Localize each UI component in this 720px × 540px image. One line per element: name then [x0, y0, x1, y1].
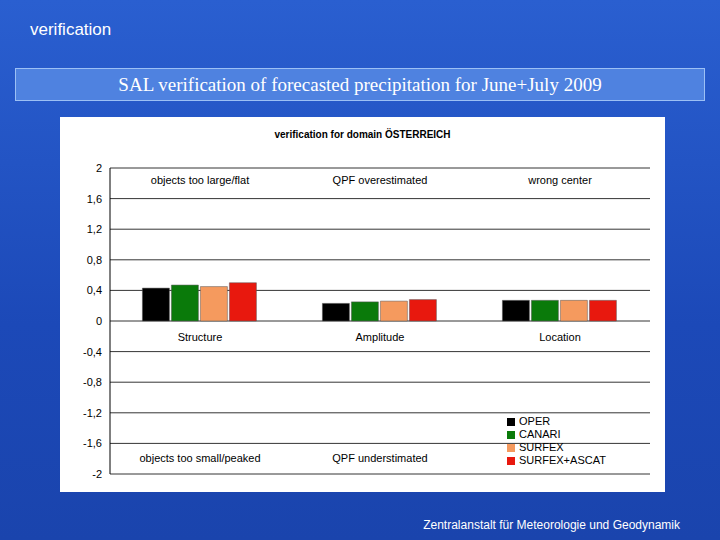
- svg-text:-1,6: -1,6: [83, 437, 102, 449]
- svg-text:1,2: 1,2: [87, 223, 102, 235]
- svg-text:-0,4: -0,4: [83, 346, 102, 358]
- svg-text:0,4: 0,4: [87, 284, 102, 296]
- html-text:wrong center: wrong center: [528, 174, 592, 186]
- html-text:Zentralanstalt für Meteorologi: Zentralanstalt für Meteorologie und Geod…: [423, 518, 680, 532]
- svg-text:Amplitude: Amplitude: [356, 331, 405, 343]
- html-text:QPF overestimated: QPF overestimated: [332, 174, 428, 186]
- html-text:objects too large/flat: objects too large/flat: [150, 174, 250, 186]
- html-text:SURFEX+ASCAT: SURFEX+ASCAT: [519, 454, 606, 466]
- html-text:CANARI: CANARI: [519, 428, 561, 440]
- html-text:OPER: OPER: [519, 415, 551, 427]
- svg-text:-2: -2: [92, 468, 102, 480]
- svg-text:0,8: 0,8: [87, 254, 102, 266]
- html-text:SURFEX: SURFEX: [519, 441, 564, 453]
- svg-text:Location: Location: [539, 331, 581, 343]
- html-text:verification for domain ÖSTERR: verification for domain ÖSTERREICH: [274, 129, 451, 140]
- html-text:objects too small/peaked: objects too small/peaked: [139, 452, 261, 464]
- svg-text:0: 0: [96, 315, 102, 327]
- html-text:QPF understimated: QPF understimated: [332, 452, 428, 464]
- svg-text:-1,2: -1,2: [83, 407, 102, 419]
- svg-text:Structure: Structure: [178, 331, 223, 343]
- svg-text:1,6: 1,6: [87, 193, 102, 205]
- html-text:verification: verification: [30, 20, 112, 39]
- svg-text:-0,8: -0,8: [83, 376, 102, 388]
- svg-text:2: 2: [96, 162, 102, 174]
- html-text:SAL verification of forecasted: SAL verification of forecasted precipita…: [118, 74, 602, 95]
